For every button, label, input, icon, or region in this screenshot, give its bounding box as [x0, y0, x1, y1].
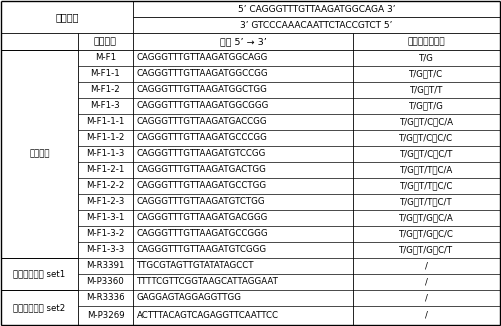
Text: CAGGGTTTGTTAAGATGTCCGG: CAGGGTTTGTTAAGATGTCCGG [137, 150, 267, 158]
Text: T/G、T/G: T/G、T/G [409, 101, 444, 111]
Text: CAGGGTTTGTTAAGATGGCGGG: CAGGGTTTGTTAAGATGGCGGG [137, 101, 270, 111]
Text: M-F1-2: M-F1-2 [91, 85, 120, 95]
Text: 序列 5’ → 3’: 序列 5’ → 3’ [219, 37, 267, 46]
Text: T/G、T/T: T/G、T/T [410, 85, 443, 95]
Text: M-F1: M-F1 [95, 53, 116, 63]
Text: TTGCGTAGTTGTATATAGCCT: TTGCGTAGTTGTATATAGCCT [137, 261, 255, 271]
Text: M-F1-1-1: M-F1-1-1 [86, 117, 125, 126]
Text: CAGGGTTTGTTAAGATGCCCGG: CAGGGTTTGTTAAGATGCCCGG [137, 134, 268, 142]
Text: M-F1-3-2: M-F1-3-2 [86, 230, 125, 239]
Text: 引入的错配类型: 引入的错配类型 [408, 37, 445, 46]
Text: /: / [425, 293, 428, 303]
Text: T/G、T/C、C/C: T/G、T/C、C/C [399, 134, 453, 142]
Text: T/G、T/T、C/A: T/G、T/T、C/A [400, 166, 453, 174]
Text: M-R3391: M-R3391 [86, 261, 125, 271]
Text: CAGGGTTTGTTAAGATGGCCGG: CAGGGTTTGTTAAGATGGCCGG [137, 69, 269, 79]
Text: 5’ CAGGGTTTGTTAAGATGGCAGA 3’: 5’ CAGGGTTTGTTAAGATGGCAGA 3’ [238, 5, 395, 13]
Text: CAGGGTTTGTTAAGATGGCAGG: CAGGGTTTGTTAAGATGGCAGG [137, 53, 269, 63]
Text: ACTTTACAGTCAGAGGTTCAATTCC: ACTTTACAGTCAGAGGTTCAATTCC [137, 311, 279, 320]
Text: CAGGGTTTGTTAAGATGGCTGG: CAGGGTTTGTTAAGATGGCTGG [137, 85, 268, 95]
Text: GAGGAGTAGGAGGTTGG: GAGGAGTAGGAGGTTGG [137, 293, 242, 303]
Text: CAGGGTTTGTTAAGATGACGGG: CAGGGTTTGTTAAGATGACGGG [137, 214, 269, 223]
Text: T/G、T/T、C/C: T/G、T/T、C/C [400, 182, 453, 190]
Text: 野生序列: 野生序列 [55, 12, 79, 22]
Text: 3’ GTCCCAAACAATTCTACCGTCT 5’: 3’ GTCCCAAACAATTCTACCGTCT 5’ [240, 21, 393, 29]
Text: CAGGGTTTGTTAAGATGCCTGG: CAGGGTTTGTTAAGATGCCTGG [137, 182, 267, 190]
Text: T/G: T/G [419, 53, 434, 63]
Text: M-F1-1-3: M-F1-1-3 [86, 150, 125, 158]
Text: CAGGGTTTGTTAAGATGACTGG: CAGGGTTTGTTAAGATGACTGG [137, 166, 267, 174]
Text: M-F1-3: M-F1-3 [91, 101, 120, 111]
Text: M-F1-3-3: M-F1-3-3 [86, 245, 125, 255]
Text: T/G、T/C、C/A: T/G、T/C、C/A [399, 117, 453, 126]
Text: M-F1-2-2: M-F1-2-2 [86, 182, 125, 190]
Text: 引物名称: 引物名称 [94, 37, 117, 46]
Text: 下游引物探针 set2: 下游引物探针 set2 [14, 303, 66, 312]
Text: T/G、T/T、C/T: T/G、T/T、C/T [400, 198, 453, 206]
Text: T/G、T/G、C/C: T/G、T/G、C/C [399, 230, 454, 239]
Text: M-F1-3-1: M-F1-3-1 [86, 214, 125, 223]
Text: /: / [425, 261, 428, 271]
Text: T/G、T/G、C/T: T/G、T/G、C/T [399, 245, 453, 255]
Text: CAGGGTTTGTTAAGATGTCGGG: CAGGGTTTGTTAAGATGTCGGG [137, 245, 267, 255]
Text: /: / [425, 311, 428, 320]
Text: 下游引物探针 set1: 下游引物探针 set1 [14, 270, 66, 278]
Text: M-F1-2-3: M-F1-2-3 [86, 198, 125, 206]
Text: M-P3360: M-P3360 [87, 277, 124, 287]
Text: T/G、T/C、C/T: T/G、T/C、C/T [400, 150, 453, 158]
Text: T/G、T/C: T/G、T/C [409, 69, 443, 79]
Text: M-P3269: M-P3269 [87, 311, 124, 320]
Text: 上游引物: 上游引物 [29, 150, 50, 158]
Text: /: / [425, 277, 428, 287]
Text: M-F1-1-2: M-F1-1-2 [86, 134, 125, 142]
Text: CAGGGTTTGTTAAGATGACCGG: CAGGGTTTGTTAAGATGACCGG [137, 117, 268, 126]
Text: M-F1-1: M-F1-1 [91, 69, 120, 79]
Text: TTTTCGTTCGGTAAGCATTAGGAAT: TTTTCGTTCGGTAAGCATTAGGAAT [137, 277, 279, 287]
Text: CAGGGTTTGTTAAGATGTCTGG: CAGGGTTTGTTAAGATGTCTGG [137, 198, 266, 206]
Text: M-F1-2-1: M-F1-2-1 [86, 166, 125, 174]
Text: CAGGGTTTGTTAAGATGCCGGG: CAGGGTTTGTTAAGATGCCGGG [137, 230, 269, 239]
Text: M-R3336: M-R3336 [86, 293, 125, 303]
Text: T/G、T/G、C/A: T/G、T/G、C/A [399, 214, 454, 223]
